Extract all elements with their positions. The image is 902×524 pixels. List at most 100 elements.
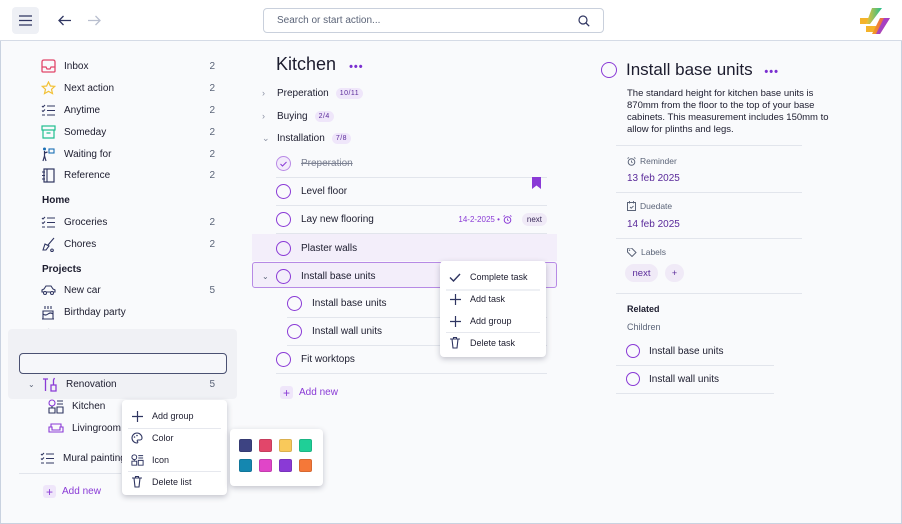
task-row[interactable]: Plaster walls [276, 234, 547, 262]
sidebar-item-reference[interactable]: Reference 2 [40, 165, 220, 185]
chevron-right-icon[interactable]: › [262, 111, 265, 121]
sidebar-item-kitchen-selected[interactable] [19, 353, 227, 374]
sidebar-item-label: Renovation [66, 378, 117, 390]
task-checkbox[interactable] [276, 352, 291, 367]
group-label: Preperation [277, 87, 329, 99]
swatch-purple[interactable] [279, 459, 292, 472]
menu-item-label: Icon [152, 455, 170, 465]
related-child-item[interactable]: Install base units [626, 341, 724, 361]
sidebar-item-chores[interactable]: Chores 2 [40, 234, 220, 254]
reminder-value[interactable]: 13 feb 2025 [627, 173, 680, 184]
sidebar-item-new-car[interactable]: New car 5 [40, 280, 220, 300]
task-date: 14-2-2025 • [458, 215, 500, 224]
progress-badge: 2/4 [314, 110, 334, 122]
sidebar-item-groceries[interactable]: Groceries 2 [40, 212, 220, 232]
task-checkbox[interactable] [626, 372, 640, 386]
label-chip-next[interactable]: next [625, 264, 658, 282]
menu-item-add-group[interactable]: Add group [448, 311, 512, 331]
swatch-pink[interactable] [259, 459, 272, 472]
chevron-down-icon[interactable]: ⌄ [28, 379, 35, 389]
menu-item-delete-list[interactable]: Delete list [130, 472, 192, 492]
task-checkbox[interactable] [276, 268, 291, 284]
sidebar-item-next-action[interactable]: Next action 2 [40, 78, 220, 98]
swatch-teal[interactable] [239, 459, 252, 472]
task-checkbox[interactable] [276, 240, 291, 256]
alarm-clock-icon [627, 156, 636, 166]
swatch-orange[interactable] [299, 459, 312, 472]
task-checkbox[interactable] [287, 296, 302, 311]
swatch-navy[interactable] [239, 439, 252, 452]
menu-item-label: Add group [470, 316, 512, 326]
check-icon [280, 161, 287, 167]
chevron-down-icon[interactable]: ⌄ [262, 132, 270, 143]
search-icon[interactable] [578, 14, 590, 27]
hamburger-icon [19, 15, 32, 26]
menu-item-complete-task[interactable]: Complete task [448, 267, 528, 287]
duedate-value[interactable]: 14 feb 2025 [627, 219, 680, 230]
sidebar-item-label: Anytime [64, 104, 101, 116]
labels-label-text: Labels [641, 247, 667, 257]
search-input[interactable]: Search or start action... [277, 15, 381, 26]
sidebar-item-kitchen[interactable]: Kitchen [48, 396, 148, 416]
sidebar-item-waiting-for[interactable]: Waiting for 2 [40, 144, 220, 164]
task-row[interactable]: Level floor [276, 177, 547, 206]
chevron-down-icon[interactable]: ⌄ [262, 271, 269, 281]
task-row[interactable]: Preperation [276, 150, 547, 178]
more-options-icon[interactable]: ••• [764, 66, 779, 78]
chevron-right-icon[interactable]: › [262, 88, 265, 98]
menu-button[interactable] [12, 7, 39, 34]
sidebar-item-renovation[interactable]: ⌄ Renovation 5 [28, 374, 220, 394]
task-row[interactable]: Fit worktops [276, 346, 547, 374]
detail-description[interactable]: The standard height for kitchen base uni… [627, 88, 829, 135]
back-button[interactable] [55, 10, 75, 30]
sidebar-item-livingroom[interactable]: Livingroom [48, 418, 128, 438]
related-child-item[interactable]: Install wall units [626, 369, 719, 389]
swatch-yellow[interactable] [279, 439, 292, 452]
sidebar-item-label: Next action [64, 82, 115, 94]
task-checkbox[interactable] [276, 156, 291, 171]
detail-task-checkbox[interactable] [601, 62, 617, 78]
sidebar-item-inbox[interactable]: Inbox 2 [40, 56, 220, 76]
group-preperation[interactable]: › Preperation 10/11 [262, 84, 364, 102]
bookmark-icon[interactable] [532, 177, 541, 189]
task-checkbox[interactable] [276, 212, 291, 227]
kitchen-icon [130, 454, 144, 466]
person-waiting-icon [41, 147, 55, 161]
group-installation[interactable]: ⌄ Installation 7/8 [262, 129, 352, 147]
sidebar-item-label: Reference [64, 169, 111, 181]
sidebar-item-label: Groceries [64, 216, 108, 228]
menu-item-add-group[interactable]: Add group [130, 406, 194, 426]
checklist-icon [41, 216, 55, 228]
swatch-green[interactable] [299, 439, 312, 452]
sidebar-item-someday[interactable]: Someday 2 [40, 122, 220, 142]
menu-item-add-task[interactable]: Add task [448, 289, 505, 309]
group-buying[interactable]: › Buying 2/4 [262, 107, 334, 125]
task-checkbox[interactable] [626, 344, 640, 358]
task-checkbox[interactable] [276, 184, 291, 199]
menu-item-color[interactable]: Color [130, 428, 174, 448]
sidebar-item-count: 2 [209, 126, 215, 138]
menu-item-delete-task[interactable]: Delete task [448, 333, 515, 353]
color-picker [230, 429, 323, 486]
task-row-selected[interactable]: ⌄ Install base units [262, 262, 547, 290]
sidebar-item-birthday-party[interactable]: Birthday party [40, 302, 220, 322]
detail-title-text[interactable]: Install base units [626, 60, 753, 79]
task-row[interactable]: Lay new flooring 14-2-2025 • next [276, 206, 547, 234]
task-checkbox[interactable] [287, 324, 302, 339]
main-add-new-button[interactable]: + Add new [280, 386, 338, 399]
sidebar-item-count: 2 [209, 148, 215, 160]
subtask-row[interactable]: Install wall units [287, 318, 547, 346]
trash-icon [450, 337, 460, 349]
forward-button[interactable] [84, 10, 104, 30]
sidebar-item-anytime[interactable]: Anytime 2 [40, 100, 220, 120]
sidebar-item-label: Kitchen [72, 400, 106, 412]
menu-item-icon[interactable]: Icon [130, 450, 169, 470]
subtask-row[interactable]: Install base units [287, 290, 547, 318]
more-options-icon[interactable]: ••• [349, 61, 364, 73]
swatch-red[interactable] [259, 439, 272, 452]
sidebar-add-new-button[interactable]: + Add new [43, 485, 101, 498]
search-bar[interactable]: Search or start action... [263, 8, 604, 33]
task-tag[interactable]: next [521, 213, 547, 226]
sidebar-item-mural-painting[interactable]: Mural painting [40, 448, 122, 468]
add-label-button[interactable]: + [665, 264, 684, 282]
